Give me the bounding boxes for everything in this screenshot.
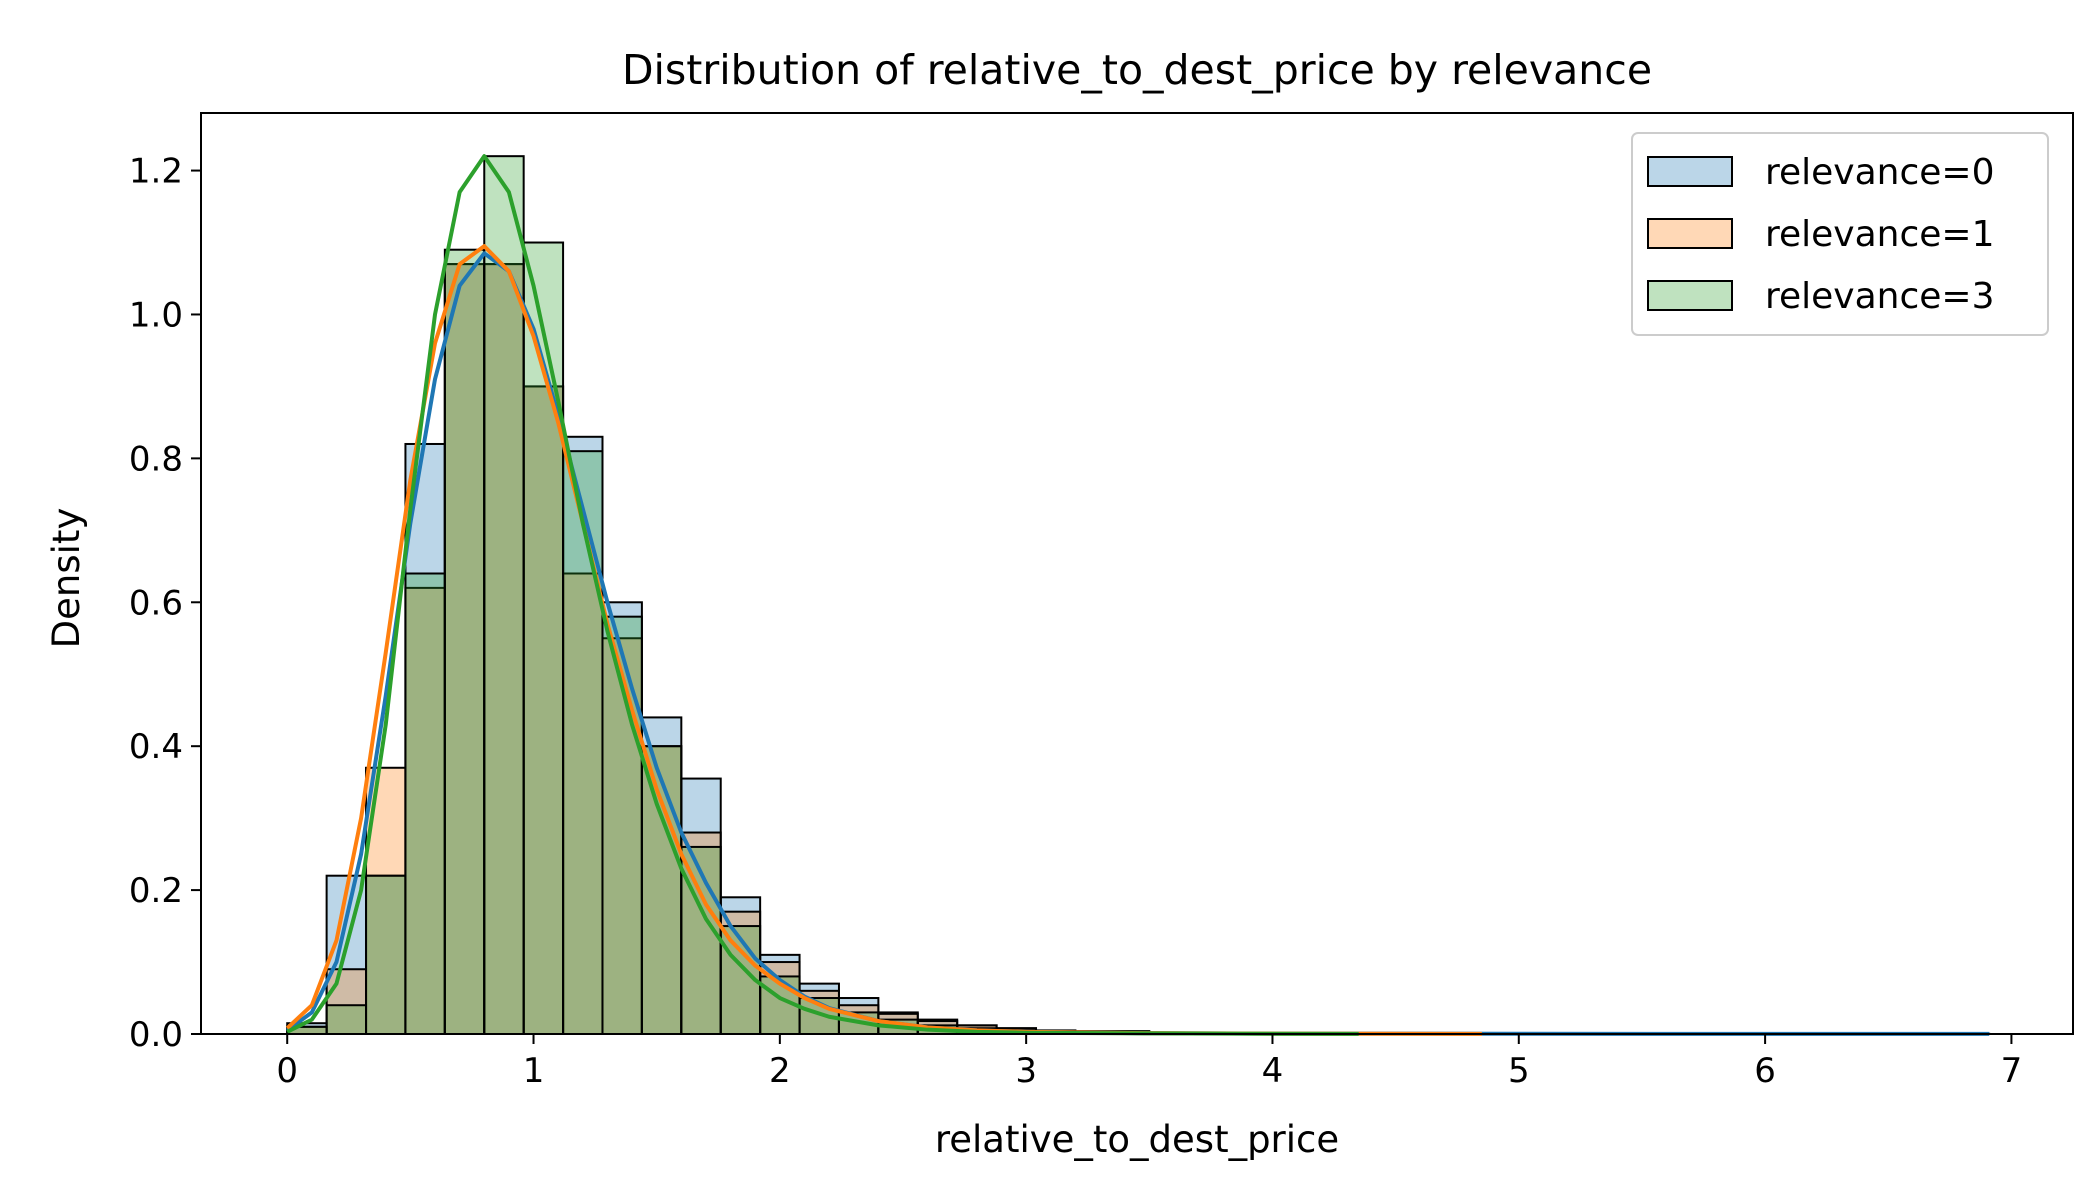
legend-label-relevance-0: relevance=0 xyxy=(1765,152,1995,193)
legend-box xyxy=(1631,132,2049,336)
x-tick-label: 3 xyxy=(1015,1051,1037,1091)
x-tick-label: 6 xyxy=(1754,1051,1776,1091)
legend: relevance=0 relevance=1 relevance=3 xyxy=(1631,132,2049,336)
y-tick-label: 0.2 xyxy=(129,871,183,911)
y-tick-label: 0.6 xyxy=(129,583,183,623)
x-axis-label: relative_to_dest_price xyxy=(935,1118,1339,1161)
y-axis-label: Density xyxy=(45,508,88,649)
x-tick-label: 5 xyxy=(1508,1051,1530,1091)
histogram-bar xyxy=(483,263,525,1036)
bars-relevance-3 xyxy=(286,155,1360,1036)
histogram-bar xyxy=(640,745,683,1035)
histogram-bar xyxy=(365,874,407,1036)
y-tick-label: 0.4 xyxy=(129,727,183,767)
x-tick-label: 4 xyxy=(1262,1051,1284,1091)
kde-curves xyxy=(285,154,1990,1036)
plot-frame xyxy=(200,112,2074,1035)
kde-line-relevance-3 xyxy=(286,154,1359,1036)
x-tick-label: 1 xyxy=(523,1051,545,1091)
x-tick-label: 0 xyxy=(276,1051,298,1091)
histogram-bars xyxy=(286,155,1991,1036)
y-tick-label: 1.2 xyxy=(129,152,183,192)
histogram-bar xyxy=(404,586,446,1035)
legend-swatch-relevance-0 xyxy=(1647,156,1733,187)
legend-swatch-relevance-1 xyxy=(1647,218,1733,249)
chart-title: Distribution of relative_to_dest_price b… xyxy=(622,46,1652,94)
x-axis-ticks: 0 1 2 3 4 5 6 7 xyxy=(276,1034,2022,1091)
histogram-bar xyxy=(562,572,604,1035)
histogram-bar xyxy=(325,1004,368,1035)
y-axis-ticks: 0.0 0.2 0.4 0.6 0.8 1.0 1.2 xyxy=(129,152,201,1055)
histogram-bar xyxy=(443,248,486,1035)
kde-line-relevance-1 xyxy=(285,244,1482,1036)
y-tick-label: 0.0 xyxy=(129,1015,183,1055)
y-tick-label: 0.8 xyxy=(129,439,183,479)
y-tick-label: 1.0 xyxy=(129,295,183,335)
histogram-bar xyxy=(443,263,486,1036)
histogram-bar xyxy=(404,572,446,1035)
legend-label-relevance-1: relevance=1 xyxy=(1765,214,1995,255)
histogram-bar xyxy=(562,450,604,1035)
legend-swatch-relevance-3 xyxy=(1647,280,1733,311)
bars-relevance-0 xyxy=(286,263,1991,1036)
x-tick-label: 7 xyxy=(2001,1051,2023,1091)
legend-label-relevance-3: relevance=3 xyxy=(1765,276,1995,317)
x-tick-label: 2 xyxy=(769,1051,791,1091)
